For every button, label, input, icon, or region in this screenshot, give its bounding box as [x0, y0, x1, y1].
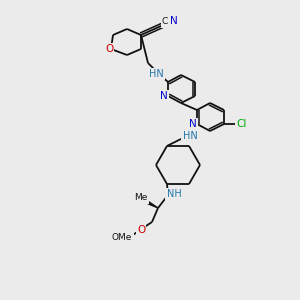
Text: O: O: [105, 44, 113, 54]
Text: NH: NH: [167, 189, 182, 199]
Text: N: N: [170, 16, 178, 26]
Text: HN: HN: [148, 69, 164, 79]
Text: Cl: Cl: [237, 119, 247, 129]
Text: N: N: [160, 91, 168, 101]
Text: C: C: [162, 17, 168, 26]
Text: OMe: OMe: [112, 233, 132, 242]
Text: O: O: [137, 225, 145, 235]
Text: Me: Me: [134, 194, 148, 202]
Polygon shape: [146, 201, 158, 208]
Text: N: N: [189, 119, 197, 129]
Text: HN: HN: [183, 131, 197, 141]
